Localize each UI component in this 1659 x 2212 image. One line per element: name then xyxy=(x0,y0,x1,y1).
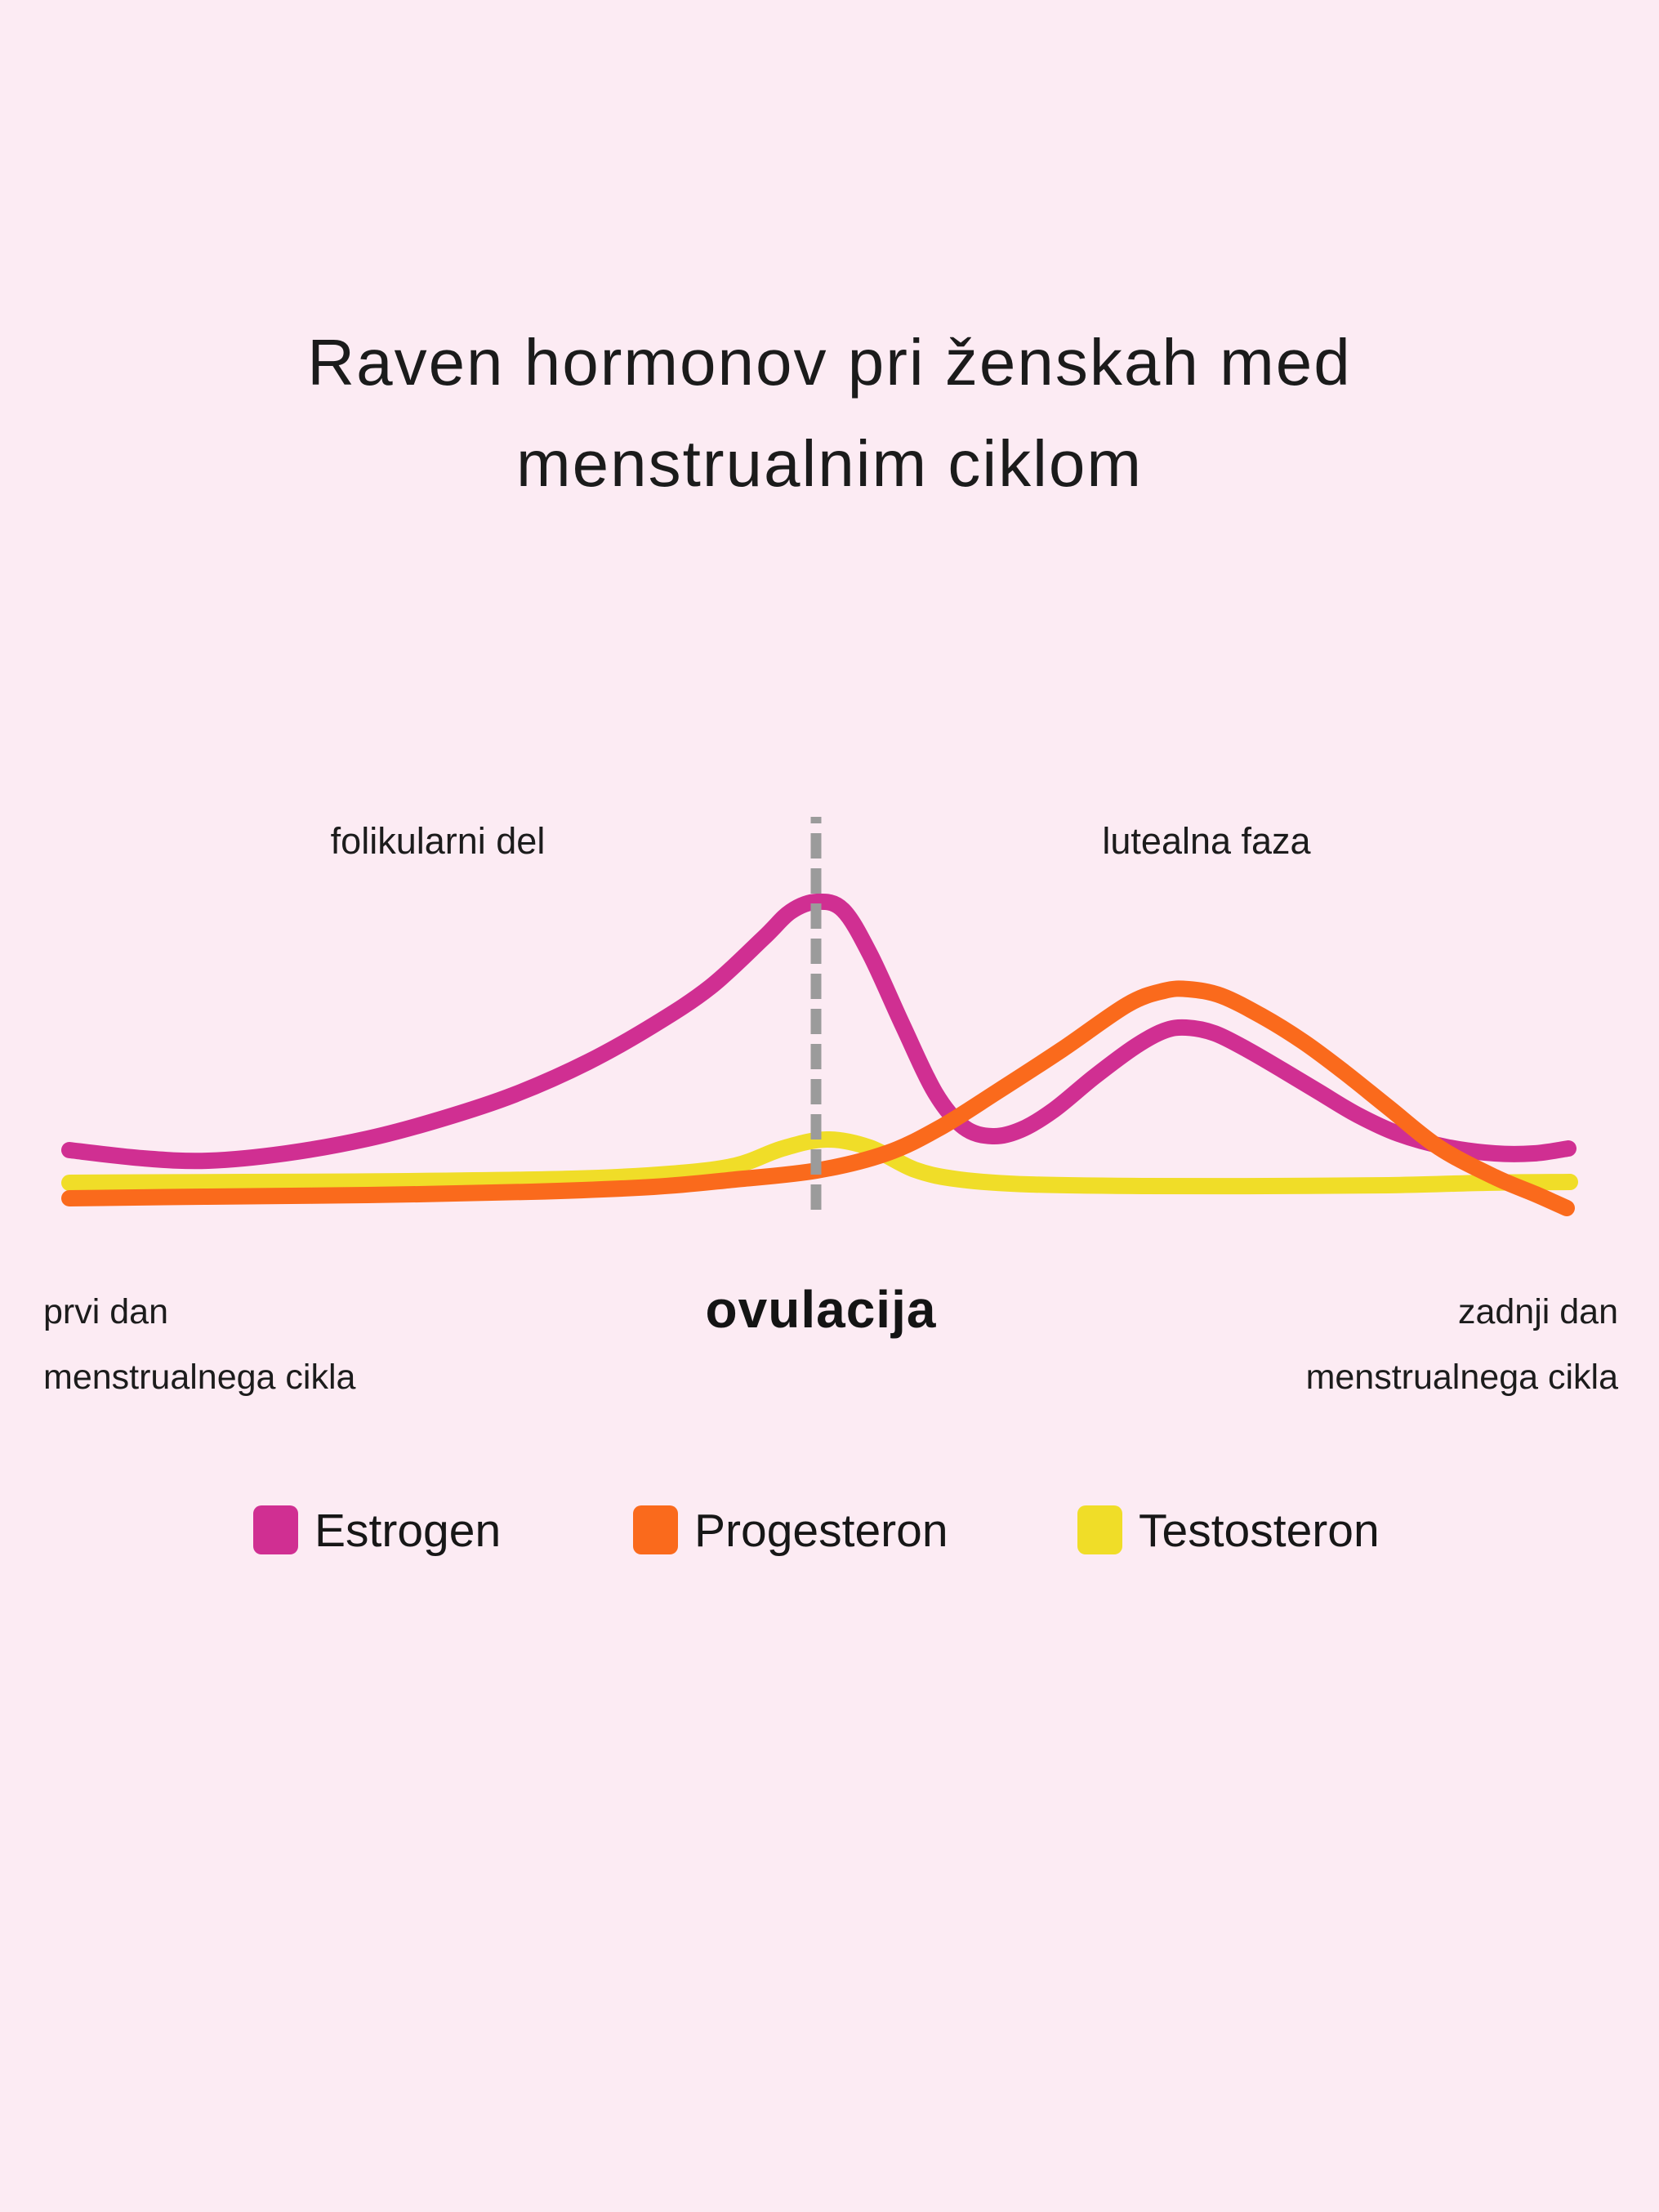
legend-item-estrogen: Estrogen xyxy=(253,1505,501,1556)
label-cycle-start-line-2: menstrualnega cikla xyxy=(43,1358,356,1397)
legend-item-progesteron: Progesteron xyxy=(633,1505,948,1556)
label-cycle-end-line-2: menstrualnega cikla xyxy=(1305,1358,1618,1397)
legend-label-testosteron: Testosteron xyxy=(1139,1505,1380,1557)
label-cycle-end: zadnji dan menstrualnega cikla xyxy=(1306,1279,1618,1410)
page-title: Raven hormonov pri ženskah med menstrual… xyxy=(0,312,1659,515)
phase-label-follicular: folikularni del xyxy=(330,820,546,862)
page-title-line-1: Raven hormonov pri ženskah med xyxy=(307,326,1352,399)
legend: Estrogen Progesteron Testosteron xyxy=(0,1505,1659,1563)
label-ovulation: ovulacija xyxy=(705,1280,937,1339)
legend-item-testosteron: Testosteron xyxy=(1077,1505,1380,1556)
label-cycle-end-line-1: zadnji dan xyxy=(1457,1292,1618,1331)
label-cycle-start: prvi dan menstrualnega cikla xyxy=(43,1279,355,1410)
estrogen-swatch xyxy=(253,1505,298,1554)
progesteron-curve xyxy=(61,980,1575,1216)
progesteron-swatch xyxy=(633,1505,678,1554)
legend-label-progesteron: Progesteron xyxy=(694,1505,948,1557)
estrogen-curve xyxy=(61,893,1576,1170)
testosteron-curve xyxy=(61,1131,1578,1195)
legend-label-estrogen: Estrogen xyxy=(314,1505,502,1557)
testosteron-swatch xyxy=(1077,1505,1122,1554)
phase-label-luteal: lutealna faza xyxy=(1102,820,1311,862)
page-title-line-2: menstrualnim ciklom xyxy=(515,427,1144,500)
label-cycle-start-line-1: prvi dan xyxy=(43,1292,168,1331)
